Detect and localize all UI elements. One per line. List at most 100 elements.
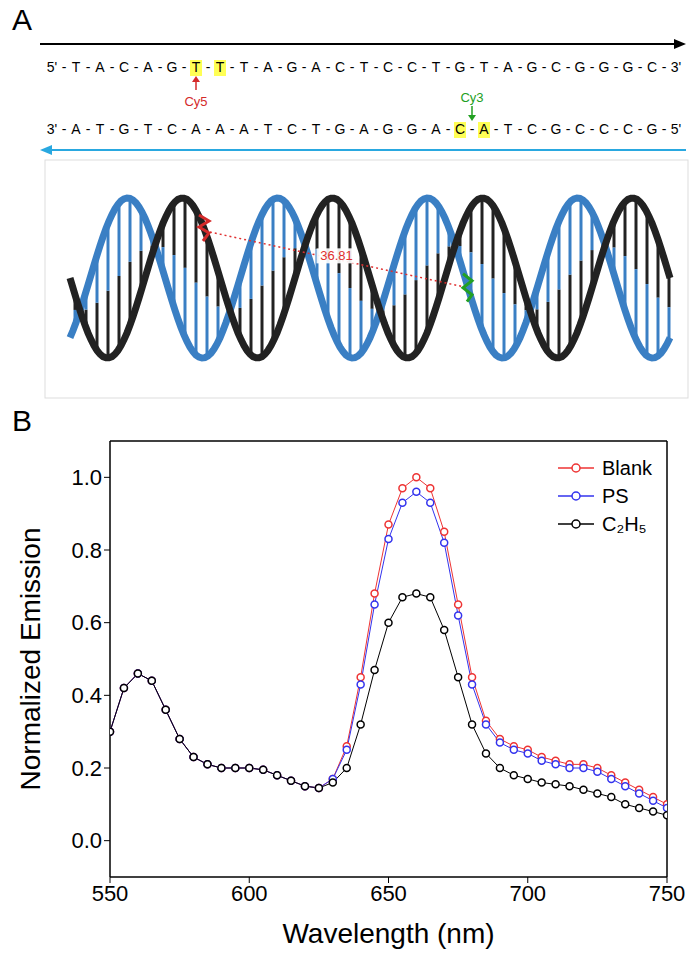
svg-text:-: - [494, 121, 499, 137]
svg-text:C: C [647, 59, 657, 75]
svg-text:-: - [278, 59, 283, 75]
svg-text:C: C [407, 59, 417, 75]
svg-text:0.0: 0.0 [71, 828, 102, 853]
svg-text:-: - [86, 121, 91, 137]
svg-text:A: A [263, 59, 273, 75]
svg-text:C: C [335, 59, 345, 75]
svg-text:G: G [551, 121, 562, 137]
svg-text:-: - [614, 121, 619, 137]
svg-text:A: A [479, 121, 489, 137]
svg-text:Wavelength (nm): Wavelength (nm) [282, 918, 494, 949]
svg-text:-: - [206, 59, 211, 75]
svg-text:-: - [86, 59, 91, 75]
svg-text:C: C [623, 121, 633, 137]
svg-text:-: - [398, 59, 403, 75]
svg-text:G: G [167, 59, 178, 75]
svg-text:T: T [192, 59, 201, 75]
svg-text:3': 3' [47, 121, 57, 137]
svg-text:-: - [158, 59, 163, 75]
svg-text:750: 750 [649, 881, 686, 906]
svg-text:-: - [662, 121, 667, 137]
svg-text:-: - [518, 121, 523, 137]
svg-text:C: C [455, 121, 465, 137]
svg-text:C: C [167, 121, 177, 137]
svg-text:-: - [326, 121, 331, 137]
svg-text:-: - [374, 59, 379, 75]
svg-text:-: - [542, 121, 547, 137]
svg-text:-: - [470, 121, 475, 137]
svg-text:-: - [230, 59, 235, 75]
svg-text:G: G [647, 121, 658, 137]
svg-text:-: - [638, 59, 643, 75]
svg-text:C: C [599, 121, 609, 137]
svg-text:T: T [360, 59, 369, 75]
svg-text:C: C [527, 121, 537, 137]
svg-text:T: T [480, 59, 489, 75]
svg-text:T: T [312, 121, 321, 137]
svg-text:T: T [504, 121, 513, 137]
svg-text:-: - [542, 59, 547, 75]
svg-text:G: G [335, 121, 346, 137]
svg-text:0.8: 0.8 [71, 538, 102, 563]
svg-text:T: T [96, 121, 105, 137]
svg-text:G: G [623, 59, 634, 75]
svg-text:-: - [638, 121, 643, 137]
svg-text:-: - [206, 121, 211, 137]
svg-text:700: 700 [509, 881, 546, 906]
svg-text:-: - [134, 59, 139, 75]
svg-text:A: A [191, 121, 201, 137]
svg-text:-: - [302, 121, 307, 137]
svg-text:G: G [287, 59, 298, 75]
svg-text:-: - [110, 59, 115, 75]
svg-text:A: A [95, 59, 105, 75]
svg-text:C: C [287, 121, 297, 137]
svg-text:A: A [215, 121, 225, 137]
svg-text:A: A [431, 121, 441, 137]
svg-text:A: A [71, 121, 81, 137]
svg-text:550: 550 [92, 881, 129, 906]
svg-text:-: - [422, 59, 427, 75]
svg-text:G: G [407, 121, 418, 137]
svg-text:-: - [590, 121, 595, 137]
svg-text:-: - [182, 121, 187, 137]
svg-text:36.81: 36.81 [320, 248, 353, 263]
svg-text:-: - [254, 59, 259, 75]
svg-text:-: - [110, 121, 115, 137]
svg-text:A: A [12, 3, 32, 36]
svg-text:Cy5: Cy5 [184, 94, 207, 109]
svg-text:Cy3: Cy3 [460, 90, 483, 105]
svg-text:G: G [599, 59, 610, 75]
svg-text:-: - [182, 59, 187, 75]
svg-text:600: 600 [231, 881, 268, 906]
svg-text:0.4: 0.4 [71, 683, 102, 708]
svg-text:G: G [575, 59, 586, 75]
svg-text:-: - [158, 121, 163, 137]
svg-text:-: - [326, 59, 331, 75]
svg-text:T: T [432, 59, 441, 75]
svg-text:G: G [119, 121, 130, 137]
svg-text:A: A [143, 59, 153, 75]
svg-text:-: - [350, 59, 355, 75]
svg-text:-: - [494, 59, 499, 75]
svg-text:G: G [383, 121, 394, 137]
svg-text:-: - [230, 121, 235, 137]
svg-text:T: T [144, 121, 153, 137]
svg-text:-: - [422, 121, 427, 137]
svg-text:-: - [134, 121, 139, 137]
svg-text:0.6: 0.6 [71, 610, 102, 635]
svg-text:A: A [311, 59, 321, 75]
svg-text:-: - [518, 59, 523, 75]
svg-text:-: - [590, 59, 595, 75]
svg-text:T: T [264, 121, 273, 137]
svg-text:-: - [350, 121, 355, 137]
svg-text:C: C [383, 59, 393, 75]
svg-text:0.2: 0.2 [71, 756, 102, 781]
svg-text:5': 5' [671, 121, 681, 137]
svg-text:-: - [254, 121, 259, 137]
svg-text:3': 3' [671, 59, 681, 75]
svg-text:-: - [302, 59, 307, 75]
svg-text:-: - [278, 121, 283, 137]
svg-text:-: - [398, 121, 403, 137]
svg-text:C: C [119, 59, 129, 75]
svg-text:-: - [62, 59, 67, 75]
